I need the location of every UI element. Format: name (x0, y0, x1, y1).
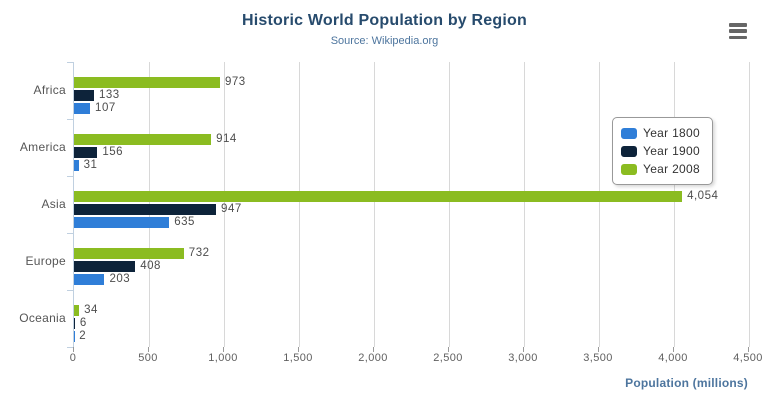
hamburger-menu-icon[interactable] (729, 22, 749, 40)
category-tick (67, 233, 74, 234)
category-tick (67, 347, 74, 348)
gridline (748, 62, 750, 347)
x-axis-label: 0 (69, 352, 77, 364)
x-axis-tick (448, 347, 449, 352)
data-label: 947 (221, 202, 242, 215)
x-axis-tick (748, 347, 749, 352)
legend-label: Year 1800 (643, 126, 700, 140)
x-axis-label: 4,000 (658, 352, 688, 364)
legend-swatch-icon (621, 163, 637, 175)
data-label: 914 (216, 132, 237, 145)
legend-swatch-icon (621, 145, 637, 157)
x-axis-label: 3,500 (583, 352, 613, 364)
gridline (373, 62, 375, 347)
data-label: 635 (174, 215, 195, 228)
bar-year-2008-europe[interactable] (74, 248, 184, 259)
x-axis-label: 2,000 (358, 352, 388, 364)
data-label: 732 (188, 246, 210, 259)
data-label: 107 (95, 101, 116, 114)
bar-year-1800-asia[interactable] (74, 217, 170, 228)
data-label: 133 (98, 88, 120, 101)
x-axis-label: 1,000 (208, 352, 238, 364)
x-axis-tick (223, 347, 224, 352)
legend-label: Year 1900 (643, 144, 700, 158)
data-label: 2 (79, 329, 87, 342)
bar-year-1800-europe[interactable] (74, 274, 105, 285)
x-axis-label: 500 (138, 352, 158, 364)
plot-area: 973 133 107 914 156 31 4,054 947 635 732 408 203 34 6… (67, 62, 750, 348)
x-axis-tick (523, 347, 524, 352)
bar-year-2008-africa[interactable] (74, 77, 220, 88)
bar-year-1900-america[interactable] (74, 147, 98, 158)
category-tick (67, 176, 74, 177)
bar-year-1900-asia[interactable] (74, 204, 217, 215)
data-label: 31 (83, 158, 98, 171)
legend-item-year-1800[interactable]: Year 1800 (621, 124, 700, 142)
x-axis-label: 2,500 (433, 352, 463, 364)
bar-year-2008-oceania[interactable] (74, 305, 80, 316)
x-axis-tick (598, 347, 599, 352)
x-axis-tick (148, 347, 149, 352)
legend-swatch-icon (621, 127, 637, 139)
category-label-oceania: Oceania (19, 310, 66, 325)
category-label-america: America (19, 139, 66, 154)
x-axis-tick (73, 347, 74, 352)
data-label: 6 (79, 316, 87, 329)
x-axis-tick (673, 347, 674, 352)
bar-year-1900-africa[interactable] (74, 90, 94, 101)
x-axis-label: 1,500 (283, 352, 313, 364)
chart-subtitle: Source: Wikipedia.org (330, 35, 439, 47)
bar-year-1900-oceania[interactable] (74, 318, 75, 329)
category-label-europe: Europe (25, 253, 66, 268)
x-axis-tick (373, 347, 374, 352)
gridline (448, 62, 450, 347)
gridline (298, 62, 300, 347)
data-label: 973 (224, 75, 246, 88)
bar-year-1800-america[interactable] (74, 160, 79, 171)
legend-item-year-2008[interactable]: Year 2008 (621, 160, 700, 178)
data-label: 156 (102, 145, 124, 158)
legend-label: Year 2008 (643, 162, 700, 176)
chart-title: Historic World Population by Region (242, 12, 527, 29)
x-axis-tick (298, 347, 299, 352)
data-label: 4,054 (687, 189, 719, 202)
x-axis-label: 3,000 (508, 352, 538, 364)
legend-item-year-1900[interactable]: Year 1900 (621, 142, 700, 160)
data-label: 408 (140, 259, 161, 272)
bar-year-2008-asia[interactable] (74, 191, 683, 202)
x-axis-title: Population (millions) (625, 376, 748, 390)
hamburger-bar (729, 29, 747, 33)
category-tick (67, 290, 74, 291)
gridline (223, 62, 225, 347)
gridline (598, 62, 600, 347)
hamburger-bar (729, 23, 747, 27)
data-label: 34 (84, 303, 98, 316)
gridline (673, 62, 675, 347)
data-label: 203 (109, 272, 131, 285)
bar-year-1900-europe[interactable] (74, 261, 136, 272)
gridline (523, 62, 525, 347)
bar-year-2008-america[interactable] (74, 134, 212, 145)
category-label-asia: Asia (41, 196, 66, 211)
bar-year-1800-africa[interactable] (74, 103, 91, 114)
category-tick (67, 119, 74, 120)
category-label-africa: Africa (33, 82, 66, 97)
legend: Year 1800 Year 1900 Year 2008 (612, 117, 713, 185)
category-tick (67, 62, 74, 63)
x-axis-label: 4,500 (733, 352, 763, 364)
hamburger-bar (729, 35, 747, 39)
